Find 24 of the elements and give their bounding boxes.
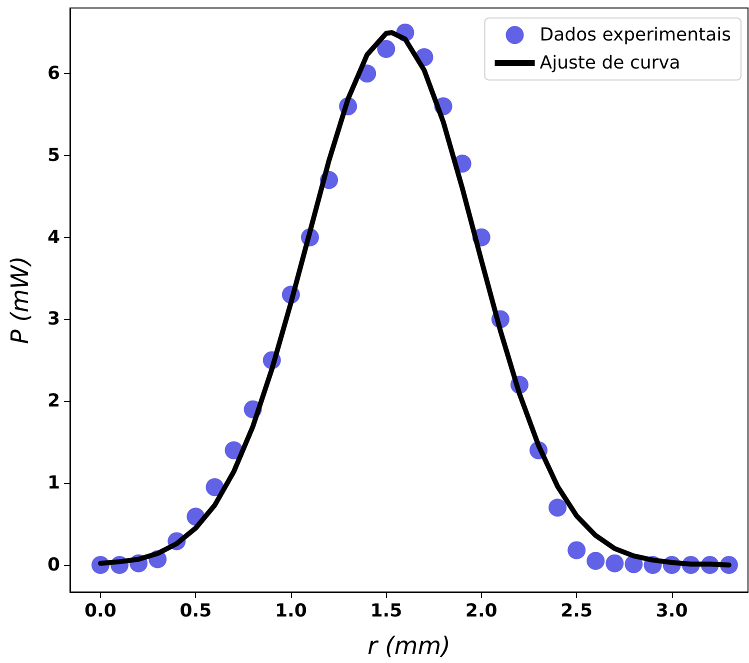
x-axis-title: r (mm): [368, 632, 450, 660]
x-tick-label: 1.5: [370, 600, 402, 622]
x-tick-label: 2.5: [560, 600, 593, 622]
legend-label: Dados experimentais: [540, 24, 732, 46]
x-tick-label: 0.0: [84, 600, 116, 622]
point: [606, 554, 624, 572]
y-tick-label: 6: [47, 63, 60, 84]
x-tick-label: 3.0: [656, 600, 688, 622]
x-tick-label: 0.5: [180, 600, 212, 622]
point: [586, 552, 605, 570]
legend-label: Ajuste de curva: [540, 52, 680, 74]
x-tick-label: 2.0: [465, 600, 498, 622]
y-tick-label: 5: [47, 144, 60, 166]
point: [568, 541, 586, 560]
point: [206, 478, 224, 496]
y-axis-title: P (mW): [6, 256, 34, 344]
y-tick-label: 1: [47, 472, 60, 494]
x-tick-label: 1.0: [274, 600, 307, 622]
point: [548, 498, 567, 517]
y-tick-label: 3: [47, 308, 60, 330]
y-tick-label: 2: [47, 390, 60, 412]
y-tick-label: 4: [47, 226, 60, 248]
y-tick-label: 0: [47, 554, 60, 576]
point: [377, 40, 396, 58]
